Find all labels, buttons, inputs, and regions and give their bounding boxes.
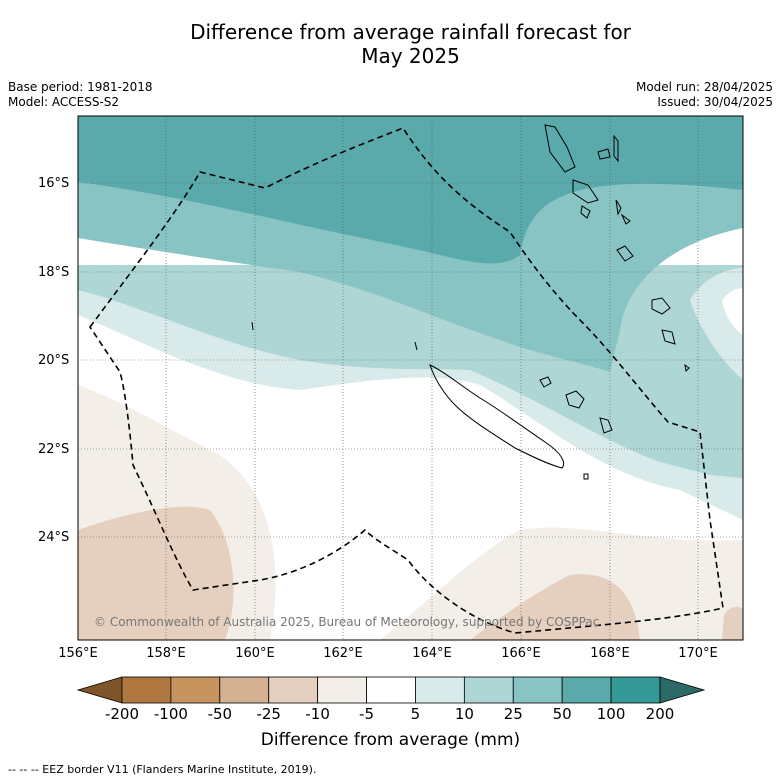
colorbar-segment bbox=[170, 676, 221, 704]
lat-label-16s: 16°S bbox=[38, 176, 70, 191]
lon-label-164e: 164°E bbox=[412, 646, 452, 661]
colorbar-tick-label: -100 bbox=[153, 705, 188, 723]
colorbar bbox=[76, 676, 706, 704]
colorbar-tick-label: 50 bbox=[552, 705, 572, 723]
colorbar-tick-label: -50 bbox=[207, 705, 233, 723]
colorbar-tick-label: -200 bbox=[104, 705, 140, 723]
colorbar-segment bbox=[268, 676, 319, 704]
new-caledonia-island bbox=[429, 364, 565, 469]
colorbar-tick-label: -10 bbox=[305, 705, 330, 723]
colorbar-tick-label: 5 bbox=[410, 705, 421, 723]
lon-label-162e: 162°E bbox=[323, 646, 363, 661]
colorbar-segment bbox=[610, 676, 661, 704]
colorbar-extend-low bbox=[76, 676, 123, 704]
colorbar-tick-label: 100 bbox=[596, 705, 626, 723]
lon-label-166e: 166°E bbox=[501, 646, 541, 661]
colorbar-tick-label: -5 bbox=[359, 705, 375, 723]
colorbar-segment bbox=[463, 676, 514, 704]
colorbar-extend-high bbox=[659, 676, 706, 704]
colorbar-segment bbox=[512, 676, 563, 704]
base-period: Base period: 1981-2018 bbox=[8, 80, 153, 94]
meta-left: Base period: 1981-2018 Model: ACCESS-S2 bbox=[8, 80, 153, 110]
lat-label-22s: 22°S bbox=[38, 442, 70, 457]
colorbar-segment bbox=[219, 676, 270, 704]
title-line-2: May 2025 bbox=[361, 44, 460, 68]
lon-label-158e: 158°E bbox=[146, 646, 186, 661]
colorbar-tick-label: 25 bbox=[503, 705, 523, 723]
wet-patch-east-white bbox=[722, 288, 743, 335]
lat-label-18s: 18°S bbox=[38, 265, 70, 280]
lon-label-170e: 170°E bbox=[678, 646, 718, 661]
colorbar-segment bbox=[121, 676, 172, 704]
model-name: Model: ACCESS-S2 bbox=[8, 95, 120, 109]
map-field bbox=[78, 116, 743, 640]
map-title: Difference from average rainfall forecas… bbox=[0, 20, 781, 68]
colorbar-segment bbox=[317, 676, 367, 704]
colorbar-tick-label: 10 bbox=[454, 705, 474, 723]
graticule bbox=[78, 116, 743, 640]
colorbar-segment bbox=[415, 676, 465, 704]
eez-border bbox=[89, 127, 724, 634]
title-line-1: Difference from average rainfall forecas… bbox=[190, 20, 631, 44]
wet-band-50-100 bbox=[78, 116, 743, 264]
vanuatu-islands bbox=[544, 124, 690, 373]
colorbar-segment bbox=[561, 676, 612, 704]
dry-zone-south-medium bbox=[470, 574, 640, 640]
colorbar-tick-label: -25 bbox=[256, 705, 281, 723]
copyright-notice: © Commonwealth of Australia 2025, Bureau… bbox=[94, 615, 599, 629]
model-run: Model run: 28/04/2025 bbox=[635, 80, 773, 94]
meta-right: Model run: 28/04/2025 Issued: 30/04/2025 bbox=[636, 80, 773, 110]
lon-label-168e: 168°E bbox=[590, 646, 630, 661]
loyalty-islands bbox=[539, 376, 613, 434]
colorbar-tick-label: 200 bbox=[645, 705, 675, 723]
eez-footnote: -- -- -- EEZ border V11 (Flanders Marine… bbox=[8, 763, 317, 776]
dry-zone-southeast-medium bbox=[722, 606, 743, 640]
colorbar-segment bbox=[366, 676, 416, 704]
lat-label-20s: 20°S bbox=[38, 353, 70, 368]
lat-label-24s: 24°S bbox=[38, 530, 70, 545]
colorbar-title: Difference from average (mm) bbox=[260, 730, 521, 750]
map-frame bbox=[77, 115, 744, 641]
lon-label-160e: 160°E bbox=[235, 646, 275, 661]
issued-date: Issued: 30/04/2025 bbox=[657, 95, 773, 109]
dry-zone-west-medium bbox=[78, 506, 234, 640]
small-islands bbox=[251, 321, 589, 480]
lon-label-156e: 156°E bbox=[58, 646, 98, 661]
